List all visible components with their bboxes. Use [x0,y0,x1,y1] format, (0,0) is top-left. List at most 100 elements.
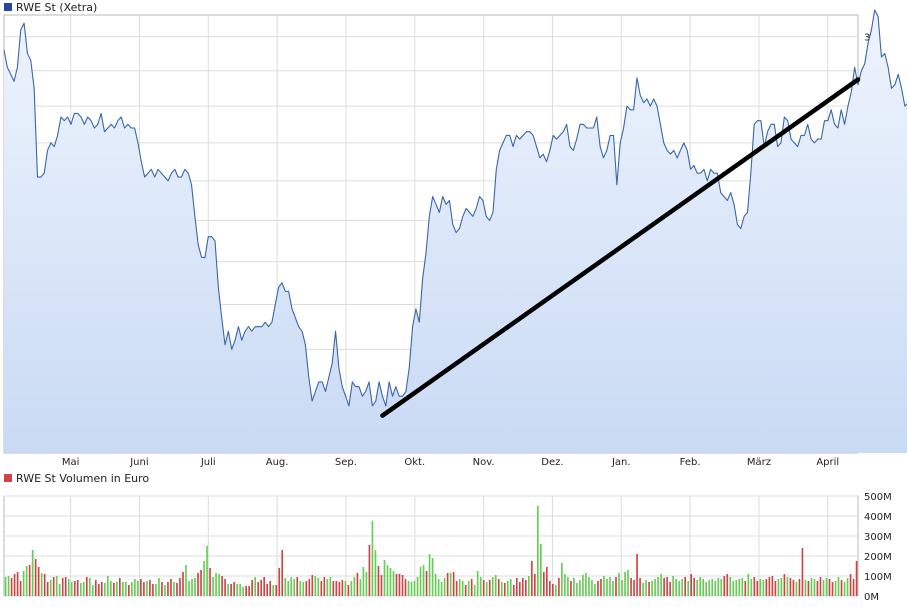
volume-bar [717,578,720,596]
month-label-11: März [747,457,771,468]
volume-bar [801,548,804,596]
volume-bar [714,581,717,596]
volume-bar [113,583,115,596]
volume-bar [771,576,774,596]
volume-bar [416,577,419,596]
volume-bar [765,579,768,596]
volume-bar [753,577,756,596]
volume-bar [230,584,232,596]
volume-y-tick-label: 300M [864,532,892,543]
volume-bar [476,571,479,596]
volume-bar [726,574,729,596]
volume-bar [564,574,566,596]
volume-bar [146,581,148,596]
volume-y-tick-label: 400M [864,512,892,523]
volume-bar [807,581,810,596]
volume-bar [25,566,28,596]
volume-bar [58,584,61,596]
volume-bar [425,571,428,596]
volume-bar [173,582,175,596]
volume-bar [61,578,64,596]
price-panel: 2021222324252627282930MaiJuniJuliAug.Sep… [3,9,907,468]
volume-bar [197,573,199,596]
volume-bar [603,576,605,596]
volume-bar [509,579,512,596]
volume-bar [452,572,455,596]
volume-bar [100,582,103,596]
volume-bar [52,577,55,596]
volume-y-tick-label: 500M [864,492,892,503]
volume-bar [627,570,629,596]
volume-bar [732,581,735,596]
volume-bar [699,577,702,596]
volume-bar [209,568,211,596]
volume-bar [332,581,335,596]
volume-bar [22,571,25,596]
trend-line [380,77,861,418]
volume-bar [245,586,247,596]
volume-bar [690,574,693,596]
volume-bar [185,565,187,596]
volume-bar [428,554,431,596]
volume-bar [494,575,497,596]
volume-bar [398,574,401,596]
volume-bar [383,560,386,596]
volume-bar [215,573,217,596]
volume-bar [570,581,572,596]
volume-bar [76,580,79,596]
month-label-2: Juni [129,457,148,468]
volume-bar [768,577,771,596]
volume-bar [464,585,467,596]
volume-bar [134,579,136,596]
volume-bar [308,579,311,596]
volume-bar [248,586,250,596]
volume-bar [82,582,85,596]
volume-bar [46,582,49,596]
volume-bar [705,582,708,596]
volume-bar [278,568,281,596]
volume-bar [389,568,392,596]
volume-bar [783,574,786,596]
month-label-7: Nov. [473,457,495,468]
volume-bar [503,583,506,596]
volume-bar [281,550,284,596]
month-label-9: Jan. [611,457,631,468]
volume-bar [344,581,347,596]
volume-bar [350,581,353,596]
volume-legend-label: RWE St Volumen in Euro [16,471,150,485]
volume-bar [419,567,422,596]
volume-bar [377,566,380,596]
volume-bar [518,582,521,596]
volume-y-tick-label: 100M [864,572,892,583]
volume-bar [804,580,807,596]
volume-bar [723,576,726,596]
volume-bar [272,585,275,596]
volume-bar [290,577,293,596]
volume-bar [624,572,626,596]
volume-bar [266,584,269,596]
volume-bar [819,577,822,596]
month-label-5: Sep. [335,457,357,468]
volume-bar [660,574,662,596]
volume-bar [825,578,828,596]
volume-bar [533,574,536,596]
volume-bar [284,578,287,596]
month-label-3: Juli [200,457,216,468]
volume-bar [654,579,656,596]
volume-bar [461,581,464,596]
volume-bar [236,584,238,596]
volume-bar [747,574,750,596]
volume-bar [64,577,67,596]
volume-bar [618,573,620,596]
volume-bar [302,582,305,596]
volume-bar [137,581,139,596]
volume-bar [696,580,699,596]
volume-bar [128,585,130,596]
volume-bar [329,577,332,596]
volume-bar [233,582,235,596]
volume-bar [639,578,641,596]
volume-bar [296,577,299,596]
volume-bar [257,582,259,596]
volume-bar [849,574,852,596]
volume-bar [687,581,689,596]
